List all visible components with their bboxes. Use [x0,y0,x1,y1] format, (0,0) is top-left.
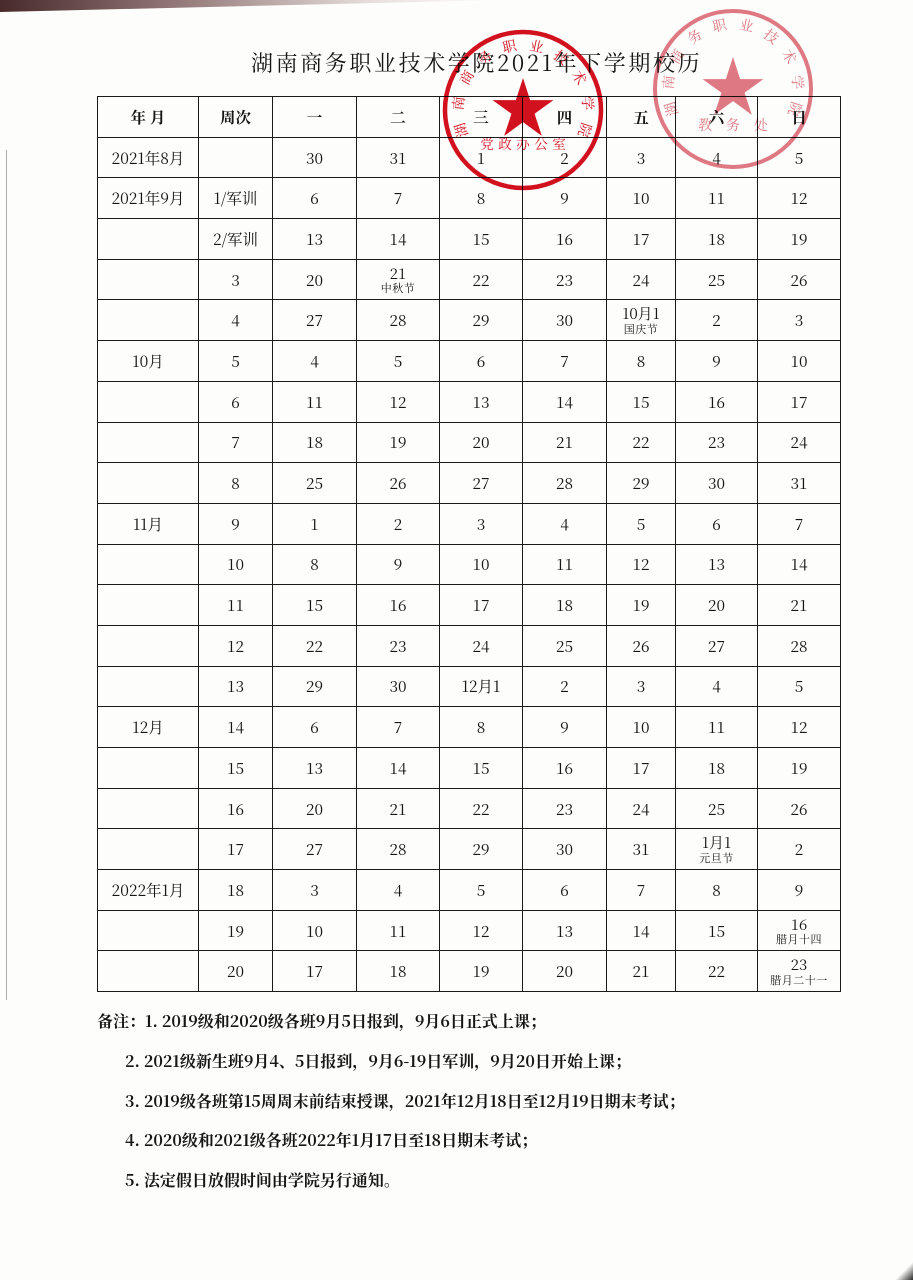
svg-text:公: 公 [534,133,548,153]
svg-text:业: 业 [528,35,546,57]
svg-text:室: 室 [552,133,566,153]
svg-text:南: 南 [448,95,469,111]
svg-text:职: 职 [711,14,730,37]
svg-text:职: 职 [501,35,520,58]
svg-text:院: 院 [783,99,806,118]
svg-text:学: 学 [577,95,598,111]
svg-text:教: 教 [698,115,712,135]
svg-text:政: 政 [498,133,512,153]
svg-text:办: 办 [516,133,530,153]
svg-text:业: 业 [738,14,756,36]
svg-text:学: 学 [787,74,808,90]
svg-text:院: 院 [573,120,596,139]
svg-text:湖: 湖 [660,99,683,118]
svg-text:务: 务 [726,115,740,135]
svg-text:处: 处 [754,115,768,135]
svg-text:湖: 湖 [450,120,473,139]
svg-text:南: 南 [658,74,679,90]
svg-text:党: 党 [480,133,494,153]
